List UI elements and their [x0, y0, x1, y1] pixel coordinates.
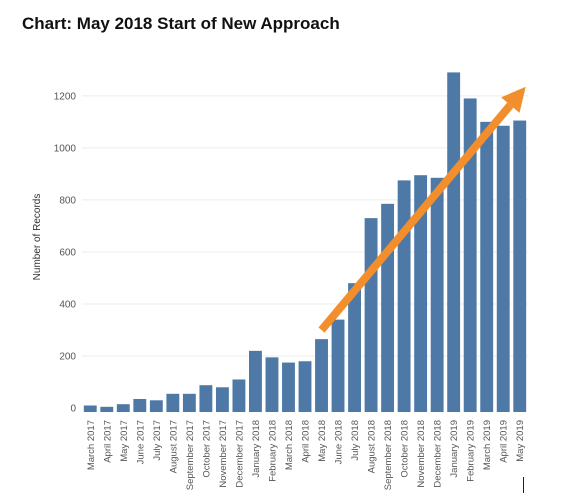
x-tick-label: March 2018 — [284, 420, 295, 470]
bar — [83, 405, 97, 412]
bar — [397, 180, 411, 412]
y-tick-label: 800 — [59, 195, 76, 206]
x-tick-label: February 2019 — [466, 420, 477, 482]
x-tick-label: September 2017 — [185, 420, 196, 490]
x-tick-label: July 2017 — [152, 420, 163, 461]
bar — [166, 393, 180, 412]
y-tick-label: 1000 — [54, 143, 77, 154]
y-tick-label: 600 — [59, 247, 76, 258]
page-title: Chart: May 2018 Start of New Approach — [22, 14, 340, 33]
bar — [315, 339, 328, 412]
x-tick-label: February 2018 — [267, 420, 278, 482]
bar — [331, 319, 345, 412]
bar — [265, 357, 279, 412]
bar — [513, 120, 527, 413]
x-tick-label: April 2017 — [102, 420, 113, 463]
bar — [182, 393, 196, 412]
x-tick-label: May 2019 — [515, 420, 526, 462]
y-axis-label: Number of Records — [32, 194, 43, 281]
bar — [232, 379, 246, 412]
x-tick-label: June 2018 — [334, 420, 345, 464]
x-tick-label: July 2018 — [350, 420, 361, 461]
y-tick-label: 400 — [59, 300, 76, 311]
x-tick-label: October 2018 — [400, 420, 411, 478]
x-tick-label: April 2019 — [499, 420, 510, 463]
bar — [199, 385, 213, 412]
bar — [149, 400, 163, 412]
x-tick-label: March 2017 — [86, 420, 97, 470]
x-tick-label: November 2018 — [416, 420, 427, 488]
bar — [463, 98, 477, 413]
x-tick-label: March 2019 — [482, 420, 493, 470]
bar — [249, 350, 262, 412]
y-tick-labels: 0 200 400 600 800 1000 1200 — [54, 91, 77, 414]
x-tick-labels: March 2017 April 2017 May 2017 June 2017 Jul… — [86, 420, 526, 490]
bar — [116, 404, 130, 412]
bar — [133, 398, 147, 412]
x-tick-label: September 2018 — [383, 420, 394, 490]
trend-arrow-head — [501, 86, 526, 113]
y-tick-label: 200 — [59, 352, 76, 363]
bar — [348, 283, 361, 412]
x-tick-label: January 2019 — [449, 420, 460, 478]
y-tick-label: 0 — [70, 404, 76, 415]
y-tick-label: 1200 — [54, 91, 77, 102]
x-tick-label: June 2017 — [135, 420, 146, 464]
x-tick-label: January 2018 — [251, 420, 262, 478]
x-tick-label: August 2018 — [367, 420, 378, 473]
x-tick-label: December 2017 — [234, 420, 245, 488]
bar — [215, 387, 229, 412]
bar — [496, 125, 510, 412]
x-tick-label: April 2018 — [301, 420, 312, 463]
bar — [282, 362, 295, 412]
bar — [480, 121, 494, 412]
x-tick-label: November 2017 — [218, 420, 229, 488]
bars — [83, 72, 527, 413]
trend-arrow-shaft — [318, 102, 514, 333]
bar — [100, 406, 114, 412]
text-cursor — [523, 477, 524, 493]
grid-lines — [82, 95, 528, 357]
bar — [364, 218, 378, 412]
x-tick-label: May 2017 — [119, 420, 130, 462]
trend-arrow-annotation — [318, 86, 526, 333]
bar — [430, 177, 444, 412]
x-tick-label: August 2017 — [168, 420, 179, 473]
bar — [414, 175, 428, 412]
bar — [298, 361, 312, 412]
bar — [381, 203, 395, 412]
x-tick-label: December 2018 — [433, 420, 444, 488]
x-tick-label: May 2018 — [317, 420, 328, 462]
x-tick-label: October 2017 — [201, 420, 212, 478]
bar — [447, 72, 461, 412]
